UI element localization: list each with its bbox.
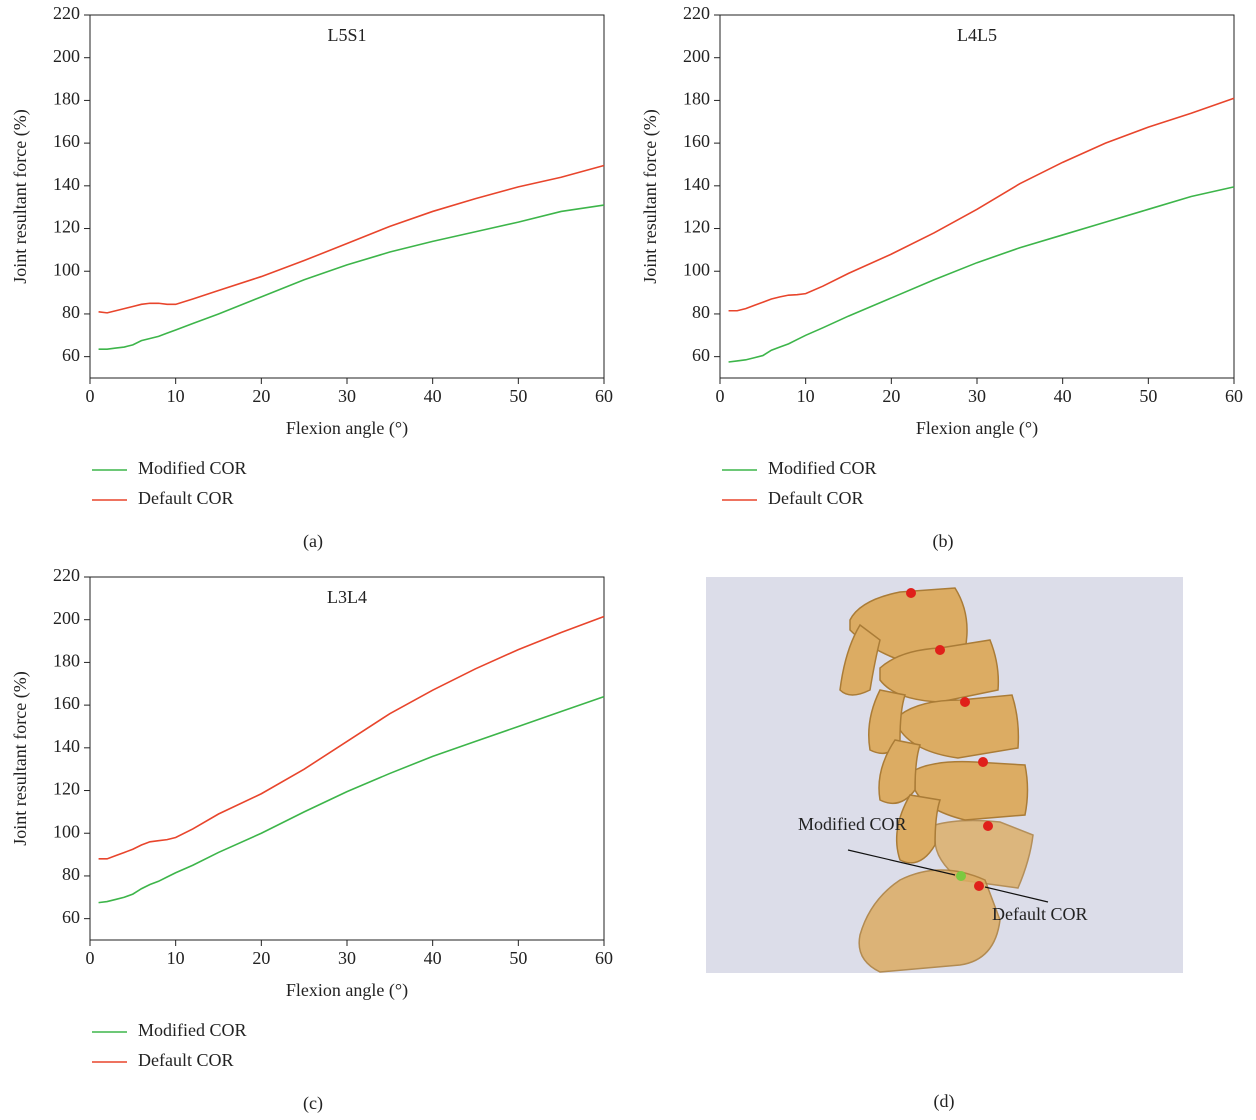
y-tick-label: 140 <box>53 174 80 194</box>
y-tick-label: 60 <box>692 345 710 365</box>
x-tick-label: 0 <box>716 386 725 406</box>
y-tick-label: 200 <box>53 608 80 628</box>
line <box>98 204 605 350</box>
plot-frame <box>719 14 1235 379</box>
x-tick-label: 10 <box>167 948 185 968</box>
vertebrae <box>839 587 1034 973</box>
y-tick-label: 80 <box>692 302 710 322</box>
x-tick-label: 0 <box>86 386 95 406</box>
y-tick-label: 180 <box>683 89 710 109</box>
x-tick-label: 20 <box>252 948 270 968</box>
panel-caption: (a) <box>303 531 323 552</box>
x-tick-label: 0 <box>86 948 95 968</box>
x-tick-label: 60 <box>1225 386 1243 406</box>
x-tick-label: 20 <box>252 386 270 406</box>
legend-label: Default COR <box>768 488 863 508</box>
panel-caption: (b) <box>933 531 954 552</box>
y-axis-label: Joint resultant force (%) <box>640 109 661 283</box>
x-tick-label: 30 <box>338 386 356 406</box>
y-tick-label: 120 <box>683 217 710 237</box>
chart-title: L3L4 <box>327 587 367 607</box>
arrow <box>847 849 956 876</box>
y-tick-label: 160 <box>53 131 80 151</box>
x-tick-label: 40 <box>424 386 442 406</box>
panel-caption: (c) <box>303 1093 323 1114</box>
y-tick-label: 140 <box>53 736 80 756</box>
y-tick-label: 60 <box>62 345 80 365</box>
legend-label: Default COR <box>138 1050 233 1070</box>
plot-frame <box>89 576 605 941</box>
x-tick-label: 60 <box>595 948 613 968</box>
y-tick-label: 220 <box>53 565 80 585</box>
line <box>98 164 605 314</box>
y-tick-label: 100 <box>683 259 710 279</box>
plot-frame <box>89 14 605 379</box>
line <box>98 615 605 860</box>
y-tick-label: 80 <box>62 302 80 322</box>
x-tick-label: 40 <box>1054 386 1072 406</box>
y-tick-label: 60 <box>62 907 80 927</box>
chart-title: L5S1 <box>327 25 366 45</box>
arrow <box>984 886 1049 903</box>
y-tick-label: 100 <box>53 259 80 279</box>
legend-label: Modified COR <box>138 1020 247 1040</box>
line <box>98 695 605 904</box>
x-tick-label: 10 <box>167 386 185 406</box>
x-tick-label: 50 <box>1139 386 1157 406</box>
legend-label: Modified COR <box>768 458 877 478</box>
y-tick-label: 200 <box>53 46 80 66</box>
y-tick-label: 180 <box>53 651 80 671</box>
x-tick-label: 50 <box>509 386 527 406</box>
y-axis-label: Joint resultant force (%) <box>10 671 31 845</box>
cor-markers <box>906 588 993 891</box>
legend-label: Modified COR <box>138 458 247 478</box>
x-tick-label: 20 <box>882 386 900 406</box>
x-tick-label: 10 <box>797 386 815 406</box>
legend-label: Default COR <box>138 488 233 508</box>
x-tick-label: 30 <box>968 386 986 406</box>
y-tick-label: 80 <box>62 864 80 884</box>
panel-caption: (d) <box>934 1091 955 1112</box>
y-tick-label: 160 <box>683 131 710 151</box>
annotation: Modified COR <box>798 814 907 834</box>
x-tick-label: 60 <box>595 386 613 406</box>
y-tick-label: 220 <box>53 3 80 23</box>
line <box>728 97 1235 312</box>
y-tick-label: 160 <box>53 693 80 713</box>
image-panel: Modified COR Default COR (d) <box>706 577 1183 1112</box>
line <box>728 186 1235 363</box>
x-tick-label: 30 <box>338 948 356 968</box>
modified-cor-marker <box>956 871 966 881</box>
y-axis-label: Joint resultant force (%) <box>10 109 31 283</box>
x-tick-label: 40 <box>424 948 442 968</box>
x-axis-label: Flexion angle (°) <box>916 418 1038 439</box>
y-tick-label: 140 <box>683 174 710 194</box>
y-tick-label: 120 <box>53 779 80 799</box>
y-tick-label: 100 <box>53 821 80 841</box>
y-tick-label: 200 <box>683 46 710 66</box>
x-tick-label: 50 <box>509 948 527 968</box>
chart-title: L4L5 <box>957 25 997 45</box>
y-tick-label: 220 <box>683 3 710 23</box>
y-tick-label: 180 <box>53 89 80 109</box>
x-axis-label: Flexion angle (°) <box>286 418 408 439</box>
annotation: Default COR <box>992 904 1087 924</box>
y-tick-label: 120 <box>53 217 80 237</box>
x-axis-label: Flexion angle (°) <box>286 980 408 1001</box>
